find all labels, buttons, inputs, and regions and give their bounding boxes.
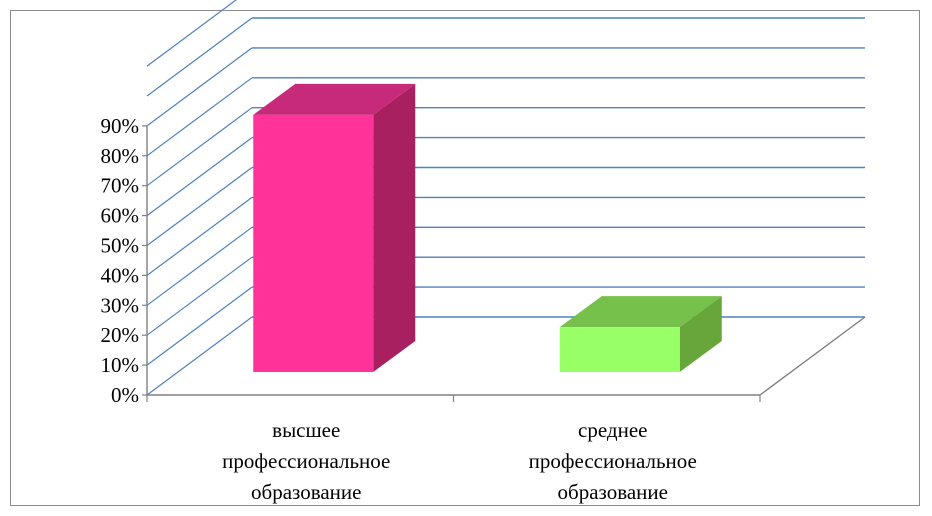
y-tick-label: 60%	[101, 204, 140, 228]
bar-side	[373, 83, 416, 373]
gridline-side	[146, 47, 253, 127]
chart-frame	[10, 10, 920, 506]
gridline-side	[146, 17, 253, 97]
gridline-side	[146, 137, 253, 217]
x-category-label: высшее	[272, 418, 340, 442]
gridline-side	[146, 316, 253, 396]
y-tick-label: 10%	[101, 353, 140, 377]
y-tick-label: 90%	[101, 114, 140, 138]
gridline-side	[146, 167, 253, 246]
y-tick-label: 50%	[101, 234, 140, 258]
y-tick-label: 0%	[111, 383, 139, 407]
gridline-side	[146, 0, 237, 67]
x-category-label: образование	[558, 480, 668, 504]
y-tick-label: 80%	[101, 144, 140, 168]
x-category-label: образование	[251, 480, 361, 504]
x-category-label: профессиональное	[529, 449, 697, 473]
gridline-side	[146, 256, 253, 336]
y-tick-label: 40%	[101, 263, 140, 287]
x-category-label: среднее	[578, 418, 647, 442]
bar-side	[679, 296, 722, 372]
y-tick-label: 70%	[101, 174, 140, 198]
bar	[253, 114, 374, 373]
gridline-side	[146, 196, 253, 276]
bar-top	[253, 83, 416, 115]
bar-top	[559, 296, 722, 328]
x-category-label: профессиональное	[222, 449, 390, 473]
y-tick-label: 30%	[101, 293, 140, 317]
y-tick-label: 20%	[101, 323, 140, 347]
bar	[559, 327, 680, 372]
gridline-side	[146, 77, 253, 157]
gridline-side	[146, 226, 253, 306]
gridline-side	[146, 286, 253, 366]
gridline-side	[146, 107, 253, 187]
floor-right-edge	[759, 316, 866, 396]
